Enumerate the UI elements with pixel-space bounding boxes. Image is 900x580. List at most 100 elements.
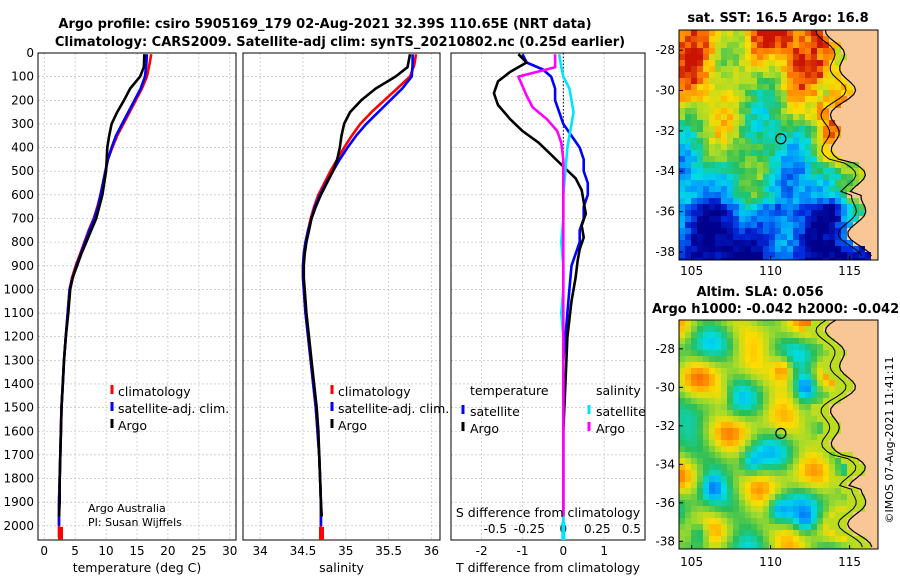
map-cell: [799, 524, 805, 530]
map-cell: [769, 138, 775, 144]
map-cell: [823, 108, 829, 114]
map-cell: [697, 404, 703, 410]
map-cell: [817, 344, 823, 350]
map-cell: [787, 536, 793, 542]
map-cell: [805, 362, 811, 368]
map-cell: [799, 446, 805, 452]
map-cell: [859, 90, 865, 96]
map-cell: [697, 66, 703, 72]
map-cell: [679, 458, 685, 464]
map-cell: [847, 48, 853, 54]
map-cell: [685, 374, 691, 380]
map-cell: [721, 96, 727, 102]
map-cell: [721, 386, 727, 392]
map-cell: [733, 416, 739, 422]
map-cell: [805, 132, 811, 138]
figure-title-line1: Argo profile: csiro 5905169_179 02-Aug-2…: [58, 17, 591, 32]
map-cell: [691, 386, 697, 392]
map-cell: [835, 530, 841, 536]
map-cell: [787, 410, 793, 416]
map-cell: [817, 60, 823, 66]
map-cell: [769, 240, 775, 246]
map-cell: [703, 404, 709, 410]
map-cell: [679, 494, 685, 500]
map-cell: [793, 374, 799, 380]
map-cell: [847, 78, 853, 84]
map-cell: [679, 326, 685, 332]
map-cell: [781, 374, 787, 380]
map-cell: [859, 374, 865, 380]
map-cell: [793, 398, 799, 404]
map-cell: [853, 404, 859, 410]
map-cell: [781, 102, 787, 108]
map-cell: [715, 240, 721, 246]
map-cell: [859, 144, 865, 150]
map-cell: [751, 476, 757, 482]
map-cell: [757, 410, 763, 416]
map-cell: [871, 48, 877, 54]
map-cell: [799, 162, 805, 168]
map-cell: [721, 476, 727, 482]
map-cell: [727, 524, 733, 530]
map-cell: [853, 78, 859, 84]
map-cell: [865, 84, 871, 90]
map-cell: [733, 84, 739, 90]
map-cell: [745, 410, 751, 416]
map-cell: [733, 332, 739, 338]
map-cell: [859, 78, 865, 84]
map-cell: [733, 482, 739, 488]
map-cell: [745, 446, 751, 452]
map-cell: [835, 132, 841, 138]
map-cell: [703, 470, 709, 476]
map-cell: [745, 120, 751, 126]
map-cell: [871, 368, 877, 374]
map-cell: [679, 192, 685, 198]
map-cell: [691, 198, 697, 204]
map-cell: [703, 162, 709, 168]
map-cell: [871, 524, 877, 530]
map-cell: [715, 174, 721, 180]
map-cell: [811, 470, 817, 476]
map-cell: [685, 108, 691, 114]
map-cell: [829, 506, 835, 512]
map-cell: [853, 446, 859, 452]
map-cell: [787, 60, 793, 66]
map-cell: [823, 350, 829, 356]
map-cell: [799, 404, 805, 410]
map-cell: [691, 174, 697, 180]
map-cell: [745, 96, 751, 102]
map-cell: [757, 398, 763, 404]
map-cell: [769, 344, 775, 350]
map-cell: [697, 138, 703, 144]
map-cell: [721, 404, 727, 410]
map-cell: [781, 246, 787, 252]
map-cell: [859, 96, 865, 102]
map-cell: [805, 356, 811, 362]
map-cell: [751, 464, 757, 470]
map-cell: [745, 440, 751, 446]
map-cell: [715, 78, 721, 84]
y-tick-label: 1000: [3, 282, 34, 296]
map-cell: [793, 192, 799, 198]
map-cell: [811, 186, 817, 192]
map-cell: [715, 338, 721, 344]
map-cell: [745, 338, 751, 344]
map-cell: [781, 30, 787, 36]
map-cell: [805, 150, 811, 156]
map-cell: [865, 234, 871, 240]
map-cell: [847, 162, 853, 168]
map-cell: [817, 96, 823, 102]
map-cell: [703, 246, 709, 252]
map-cell: [811, 168, 817, 174]
map-cell: [829, 356, 835, 362]
map-cell: [853, 494, 859, 500]
map-cell: [727, 536, 733, 542]
map-cell: [691, 240, 697, 246]
map-cell: [835, 114, 841, 120]
map-cell: [715, 48, 721, 54]
map-cell: [691, 518, 697, 524]
map-cell: [745, 500, 751, 506]
map-cell: [847, 90, 853, 96]
map-cell: [823, 362, 829, 368]
map-cell: [715, 398, 721, 404]
